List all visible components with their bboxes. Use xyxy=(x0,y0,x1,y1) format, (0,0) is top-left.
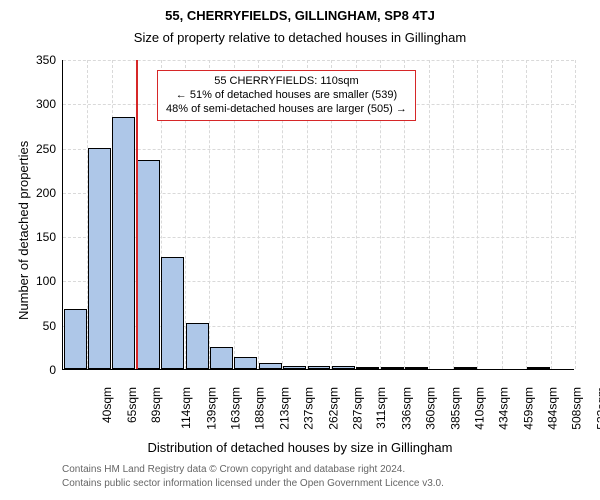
x-tick-label: 287sqm xyxy=(351,387,365,430)
gridline-vertical xyxy=(477,60,478,369)
gridline-vertical xyxy=(526,60,527,369)
y-tick-label: 50 xyxy=(28,319,56,333)
x-tick-label: 311sqm xyxy=(374,387,388,429)
annotation-line: 55 CHERRYFIELDS: 110sqm xyxy=(166,75,407,89)
y-tick-label: 350 xyxy=(28,53,56,67)
annotation-line: ← 51% of detached houses are smaller (53… xyxy=(166,89,407,103)
histogram-bar xyxy=(381,367,404,369)
x-tick-label: 385sqm xyxy=(448,387,462,430)
y-tick-label: 150 xyxy=(28,230,56,244)
footnote-line-2: Contains public sector information licen… xyxy=(62,478,444,489)
x-tick-label: 434sqm xyxy=(497,387,511,430)
x-axis-label: Distribution of detached houses by size … xyxy=(0,440,600,455)
x-tick-label: 40sqm xyxy=(100,387,114,423)
x-tick-label: 508sqm xyxy=(570,387,584,430)
x-tick-label: 188sqm xyxy=(253,387,267,430)
histogram-bar xyxy=(454,367,477,369)
histogram-bar xyxy=(210,347,233,369)
histogram-bar xyxy=(186,323,209,369)
plot-area: 55 CHERRYFIELDS: 110sqm← 51% of detached… xyxy=(62,60,574,370)
x-tick-label: 262sqm xyxy=(326,387,340,430)
figure: { "chart": { "type": "histogram", "title… xyxy=(0,0,600,500)
histogram-bar xyxy=(112,117,135,369)
histogram-bar xyxy=(88,148,111,369)
x-tick-label: 336sqm xyxy=(399,387,413,430)
histogram-bar xyxy=(527,367,550,369)
gridline-horizontal xyxy=(63,60,574,61)
title-address: 55, CHERRYFIELDS, GILLINGHAM, SP8 4TJ xyxy=(0,8,600,23)
y-tick-label: 200 xyxy=(28,186,56,200)
histogram-bar xyxy=(137,160,160,369)
gridline-vertical xyxy=(453,60,454,369)
property-annotation: 55 CHERRYFIELDS: 110sqm← 51% of detached… xyxy=(157,70,416,121)
histogram-bar xyxy=(234,357,257,369)
y-tick-label: 300 xyxy=(28,97,56,111)
gridline-horizontal xyxy=(63,149,574,150)
x-tick-label: 484sqm xyxy=(546,387,560,430)
histogram-bar xyxy=(332,366,355,369)
footnote-line-1: Contains HM Land Registry data © Crown c… xyxy=(62,464,405,475)
gridline-vertical xyxy=(575,60,576,369)
x-tick-label: 459sqm xyxy=(521,387,535,430)
histogram-bar xyxy=(259,363,282,369)
histogram-bar xyxy=(405,367,428,369)
histogram-bar xyxy=(356,367,379,369)
x-tick-label: 410sqm xyxy=(473,387,487,430)
x-tick-label: 89sqm xyxy=(149,387,163,423)
histogram-bar xyxy=(161,257,184,369)
histogram-bar xyxy=(308,366,331,369)
x-tick-label: 65sqm xyxy=(125,387,139,423)
x-tick-label: 237sqm xyxy=(302,387,316,430)
x-tick-label: 163sqm xyxy=(229,387,243,430)
x-tick-label: 360sqm xyxy=(424,387,438,430)
x-tick-label: 114sqm xyxy=(179,387,193,429)
histogram-bar xyxy=(64,309,87,369)
x-tick-label: 213sqm xyxy=(278,387,292,430)
x-tick-label: 533sqm xyxy=(595,387,600,430)
y-tick-label: 0 xyxy=(28,363,56,377)
property-marker-line xyxy=(136,60,138,369)
title-subtitle: Size of property relative to detached ho… xyxy=(0,30,600,45)
gridline-vertical xyxy=(429,60,430,369)
y-tick-label: 100 xyxy=(28,274,56,288)
gridline-vertical xyxy=(502,60,503,369)
x-tick-label: 139sqm xyxy=(204,387,218,430)
gridline-vertical xyxy=(551,60,552,369)
histogram-bar xyxy=(283,366,306,369)
annotation-line: 48% of semi-detached houses are larger (… xyxy=(166,103,407,117)
y-tick-label: 250 xyxy=(28,142,56,156)
